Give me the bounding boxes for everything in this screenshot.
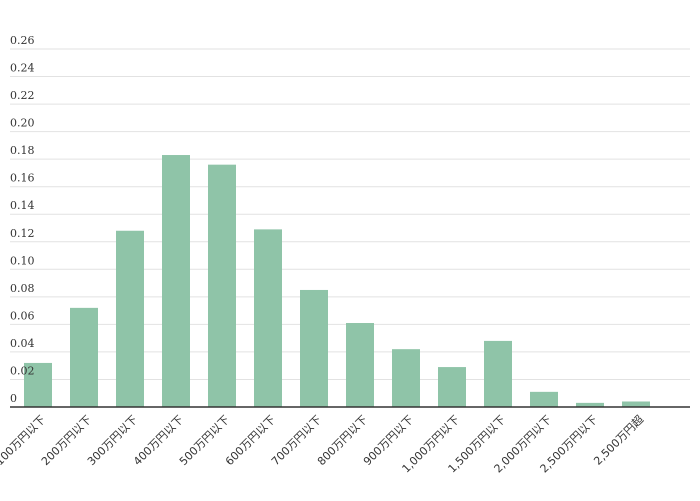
y-tick-label: 0 — [10, 392, 17, 405]
y-tick-label: 0.04 — [10, 337, 35, 350]
y-tick-label: 0.16 — [10, 172, 35, 185]
bar — [392, 349, 420, 407]
bar — [70, 307, 98, 407]
bar — [300, 289, 328, 407]
y-tick-label: 0.26 — [10, 34, 35, 47]
y-tick-label: 0.22 — [10, 89, 35, 102]
bar — [438, 367, 466, 407]
bars — [24, 155, 650, 407]
bar — [254, 229, 282, 407]
x-tick-label: 2,500万円超 — [591, 412, 647, 468]
y-tick-label: 0.14 — [10, 199, 35, 212]
y-tick-label: 0.08 — [10, 282, 35, 295]
y-tick-label: 0.06 — [10, 309, 35, 322]
y-tick-label: 0.12 — [10, 227, 35, 240]
bar — [484, 340, 512, 407]
bar — [162, 155, 190, 407]
y-axis-ticks: 0 0.02 0.04 0.06 0.08 0.10 0.12 0.14 0.16 0.18 0.2… — [10, 34, 35, 405]
y-tick-label: 0.18 — [10, 144, 35, 157]
y-tick-label: 0.24 — [10, 62, 35, 75]
bar — [530, 391, 558, 407]
bar — [622, 401, 650, 407]
bar — [208, 164, 236, 407]
bar — [24, 362, 52, 407]
y-tick-label: 0.10 — [10, 254, 35, 267]
bar — [576, 402, 604, 407]
x-axis-labels: 100万円以下200万円以下300万円以下400万円以下500万円以下600万円… — [0, 412, 646, 475]
y-tick-label: 0.20 — [10, 117, 35, 130]
bar — [346, 323, 374, 407]
y-tick-label: 0.02 — [10, 364, 35, 377]
bar — [116, 230, 144, 407]
